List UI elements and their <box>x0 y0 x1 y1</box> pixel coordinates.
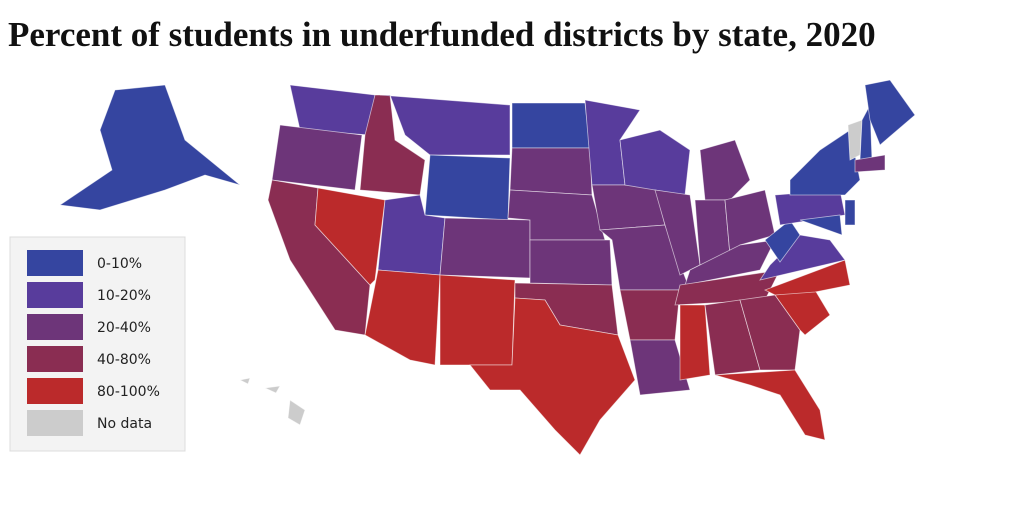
state <box>699 139 751 201</box>
state <box>679 304 711 381</box>
legend: 0-10% 10-20% 20-40% 40-80% 80-100% No data <box>27 250 160 436</box>
legend-swatch <box>27 314 83 340</box>
state <box>469 297 636 456</box>
legend-swatch <box>27 282 83 308</box>
state <box>509 147 593 196</box>
state <box>439 274 516 366</box>
state <box>263 385 281 394</box>
legend-label: 20-40% <box>97 320 151 336</box>
state <box>619 129 691 196</box>
state <box>619 289 681 341</box>
legend-swatch <box>27 410 83 436</box>
state <box>591 184 666 231</box>
us-map <box>58 79 916 456</box>
legend-label: No data <box>97 416 152 432</box>
legend-swatch <box>27 250 83 276</box>
state <box>864 79 916 146</box>
state <box>764 259 851 296</box>
state <box>714 369 826 441</box>
state <box>739 294 801 371</box>
state <box>271 124 363 191</box>
state <box>629 339 691 396</box>
state <box>287 399 306 426</box>
legend-label: 0-10% <box>97 256 142 272</box>
state <box>529 239 613 286</box>
state <box>799 214 843 236</box>
state <box>854 154 886 173</box>
state <box>724 189 776 256</box>
map-title: Percent of students in underfunded distr… <box>8 15 876 54</box>
state <box>364 269 441 366</box>
state <box>764 219 801 263</box>
legend-swatch <box>27 378 83 404</box>
state <box>439 217 531 279</box>
state <box>511 102 591 149</box>
legend-label: 40-80% <box>97 352 151 368</box>
state <box>684 239 776 286</box>
state <box>58 84 241 211</box>
legend-label: 80-100% <box>97 384 160 400</box>
legend-swatch <box>27 346 83 372</box>
state <box>238 377 251 385</box>
state <box>424 154 511 221</box>
state <box>844 199 856 226</box>
state <box>359 94 426 196</box>
state <box>314 187 386 286</box>
state <box>789 129 861 196</box>
legend-label: 10-20% <box>97 288 151 304</box>
